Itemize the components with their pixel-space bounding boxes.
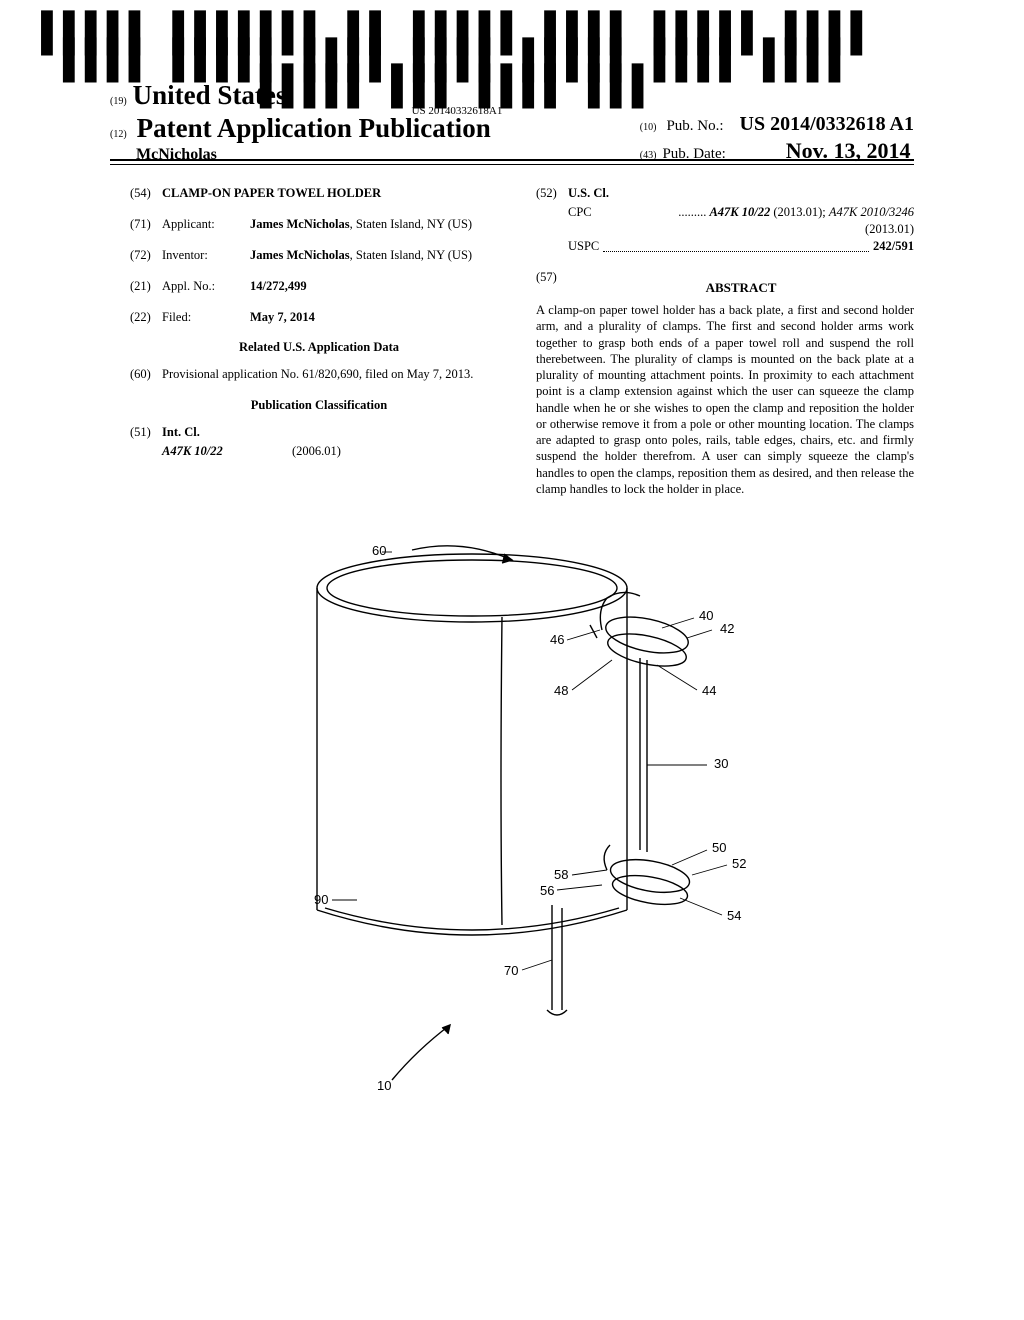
invention-title: CLAMP-ON PAPER TOWEL HOLDER <box>162 185 508 202</box>
cpc-date2: (2013.01) <box>536 221 914 238</box>
divider-thin <box>110 164 914 165</box>
filed-code: (22) <box>130 309 162 326</box>
us-cl-label: U.S. Cl. <box>568 185 914 202</box>
abstract-code: (57) <box>536 269 568 303</box>
ref-46: 46 <box>550 632 564 647</box>
uspc-label: USPC <box>568 238 599 255</box>
provisional-code: (60) <box>130 366 162 383</box>
int-cl-class: A47K 10/22 <box>162 443 292 460</box>
ref-70: 70 <box>504 963 518 978</box>
ref-44: 44 <box>702 683 716 698</box>
filed-label: Filed: <box>162 309 250 326</box>
title-code: (54) <box>130 185 162 202</box>
divider-thick <box>110 159 914 161</box>
related-heading: Related U.S. Application Data <box>130 339 508 356</box>
ref-90: 90 <box>314 892 328 907</box>
country: United States <box>133 80 287 111</box>
pub-no-code: (10) <box>640 122 657 133</box>
ref-60: 60 <box>372 543 386 558</box>
inventor-location: , Staten Island, NY (US) <box>350 248 472 262</box>
int-cl-label: Int. Cl. <box>162 424 508 441</box>
right-column: (52) U.S. Cl. CPC ......... A47K 10/22 (… <box>536 185 914 497</box>
pub-class-heading: Publication Classification <box>130 397 508 414</box>
appl-no-code: (21) <box>130 278 162 295</box>
us-cl-code: (52) <box>536 185 568 202</box>
doc-type: Patent Application Publication <box>137 113 491 143</box>
left-column: (54) CLAMP-ON PAPER TOWEL HOLDER (71) Ap… <box>130 185 508 497</box>
int-cl-code: (51) <box>130 424 162 441</box>
ref-10: 10 <box>377 1078 391 1093</box>
ref-30: 30 <box>714 756 728 771</box>
doc-type-code: (12) <box>110 129 127 140</box>
inventor-code: (72) <box>130 247 162 264</box>
ref-42: 42 <box>720 621 734 636</box>
pub-no-label: Pub. No.: <box>666 118 723 134</box>
applicant-location: , Staten Island, NY (US) <box>350 217 472 231</box>
country-code: (19) <box>110 96 127 107</box>
ref-52: 52 <box>732 856 746 871</box>
applicant-label: Applicant: <box>162 216 250 233</box>
cpc-label: CPC <box>568 204 592 221</box>
inventor-label: Inventor: <box>162 247 250 264</box>
header: (19) United States (12) Patent Applicati… <box>110 80 914 164</box>
abstract-label: ABSTRACT <box>568 279 914 297</box>
ref-54: 54 <box>727 908 741 923</box>
inventor-name: James McNicholas <box>250 248 350 262</box>
appl-no-label: Appl. No.: <box>162 278 250 295</box>
ref-40: 40 <box>699 608 713 623</box>
uspc-value: 242/591 <box>873 238 914 255</box>
content: (54) CLAMP-ON PAPER TOWEL HOLDER (71) Ap… <box>130 185 914 497</box>
header-inventor: McNicholas <box>136 146 491 164</box>
appl-no-value: 14/272,499 <box>250 278 508 295</box>
applicant-code: (71) <box>130 216 162 233</box>
cpc-date1: (2013.01); <box>773 205 825 219</box>
applicant-name: James McNicholas <box>250 217 350 231</box>
int-cl-date: (2006.01) <box>292 443 341 460</box>
abstract-text: A clamp-on paper towel holder has a back… <box>536 302 914 497</box>
filed-value: May 7, 2014 <box>250 309 508 326</box>
cpc-value1: A47K 10/22 <box>709 205 770 219</box>
provisional-text: Provisional application No. 61/820,690, … <box>162 366 508 383</box>
ref-48: 48 <box>554 683 568 698</box>
cpc-value2: A47K 2010/3246 <box>829 205 914 219</box>
pub-no-value: US 2014/0332618 A1 <box>740 113 914 135</box>
ref-50: 50 <box>712 840 726 855</box>
ref-56: 56 <box>540 883 554 898</box>
uspc-dots <box>603 238 869 252</box>
patent-figure: 60 40 42 46 48 44 30 50 52 58 56 54 90 7… <box>200 530 824 1110</box>
ref-58: 58 <box>554 867 568 882</box>
